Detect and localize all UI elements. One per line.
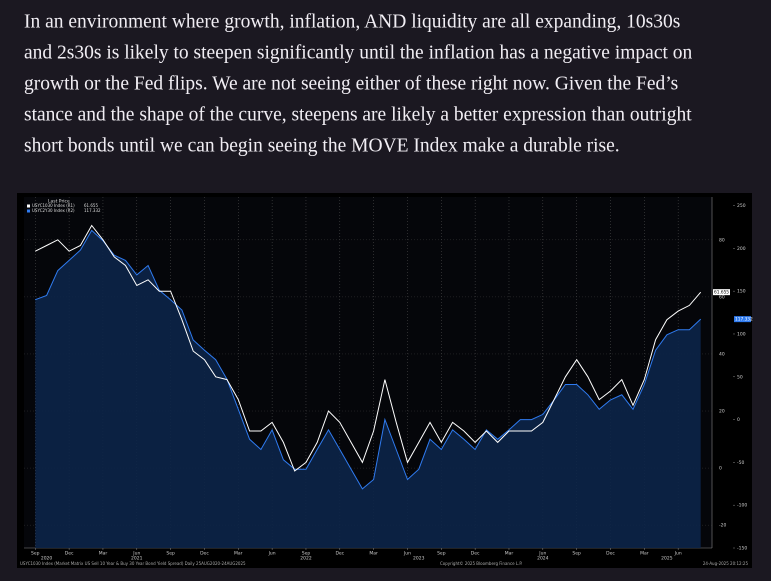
footer: 24-Aug-2025 20:12:25 <box>703 561 749 566</box>
paragraph-line: short bonds until we can begin seeing th… <box>24 135 620 156</box>
x-tick-label: Sep <box>31 551 40 557</box>
y2-tick-label: 100 <box>737 331 746 337</box>
x-tick-label: Dec <box>200 551 209 557</box>
y2-tick-label: -150 <box>737 546 747 552</box>
price-tag <box>734 316 751 323</box>
x-tick-label: Dec <box>606 551 615 557</box>
x-tick-label: Sep <box>166 551 175 557</box>
x-tick-label: Sep <box>572 551 581 557</box>
y2-tick-label: 150 <box>737 289 746 295</box>
x-tick-label: Mar <box>234 551 243 557</box>
legend-title: Last Price <box>48 199 70 205</box>
paragraph-line: growth or the Fed flips. We are not seei… <box>24 73 678 94</box>
price-tag <box>713 289 730 296</box>
x-tick-label: Jun <box>403 551 411 557</box>
x-tick-label: Jun <box>268 551 276 557</box>
paragraph-line: stance and the shape of the curve, steep… <box>24 104 692 125</box>
footer: USYC1030 Index (Market Matrix US Sell 10… <box>20 561 246 566</box>
x-tick-label: Sep <box>437 551 446 557</box>
area <box>35 230 701 548</box>
year-label: 2020 <box>41 556 53 562</box>
x-tick-label: Mar <box>99 551 108 557</box>
y-tick-label: 60 <box>719 294 725 300</box>
y2-tick-label: 50 <box>737 374 743 380</box>
x-tick-label: Mar <box>640 551 649 557</box>
x-tick-label: Dec <box>65 551 74 557</box>
x-tick-label: Mar <box>369 551 378 557</box>
x-tick-label: Mar <box>505 551 514 557</box>
legend-value: 61.655 <box>84 203 98 208</box>
x-tick-label: Jun <box>674 551 682 557</box>
year-label: 2024 <box>537 556 549 562</box>
y-tick-label: 40 <box>719 351 725 357</box>
legend-swatch <box>27 204 30 208</box>
line <box>35 224 702 472</box>
legend-label: USYC2Y30 Index (R2) <box>32 208 75 213</box>
y-tick-label: 0 <box>719 466 722 472</box>
legend-value: 117.332 <box>84 208 101 213</box>
y2-tick-label: 200 <box>737 246 746 252</box>
line <box>35 229 702 490</box>
year-label: 2021 <box>131 556 143 562</box>
x-tick-label: Dec <box>335 551 344 557</box>
y2-tick-label: 0 <box>737 417 740 423</box>
x-tick-label: Dec <box>471 551 480 557</box>
year-label: 2023 <box>413 556 425 562</box>
footer: Copyright© 2025 Bloomberg Finance L.P. <box>440 561 522 566</box>
y2-tick-label: -50 <box>737 460 744 466</box>
price-tag-label: 61.655 <box>714 290 729 296</box>
legend-swatch <box>27 209 30 213</box>
x-tick-label: Sep <box>302 551 311 557</box>
y2-tick-label: -100 <box>737 503 747 509</box>
paragraph-line: In an environment where growth, inflatio… <box>24 11 680 32</box>
x-tick-label: Jun <box>538 551 546 557</box>
legend-label: USYC1030 Index (R1) <box>32 203 75 208</box>
year-label: 2025 <box>661 556 673 562</box>
price-tag-label: 117.332 <box>735 317 753 323</box>
y-tick-label: 80 <box>719 237 725 243</box>
y-tick-label: -20 <box>719 523 726 529</box>
paragraph-line: and 2s30s is likely to steepen significa… <box>24 42 693 63</box>
y2-tick-label: 250 <box>737 203 746 209</box>
y-tick-label: 20 <box>719 409 725 415</box>
year-label: 2022 <box>300 556 312 562</box>
x-tick-label: Jun <box>132 551 140 557</box>
